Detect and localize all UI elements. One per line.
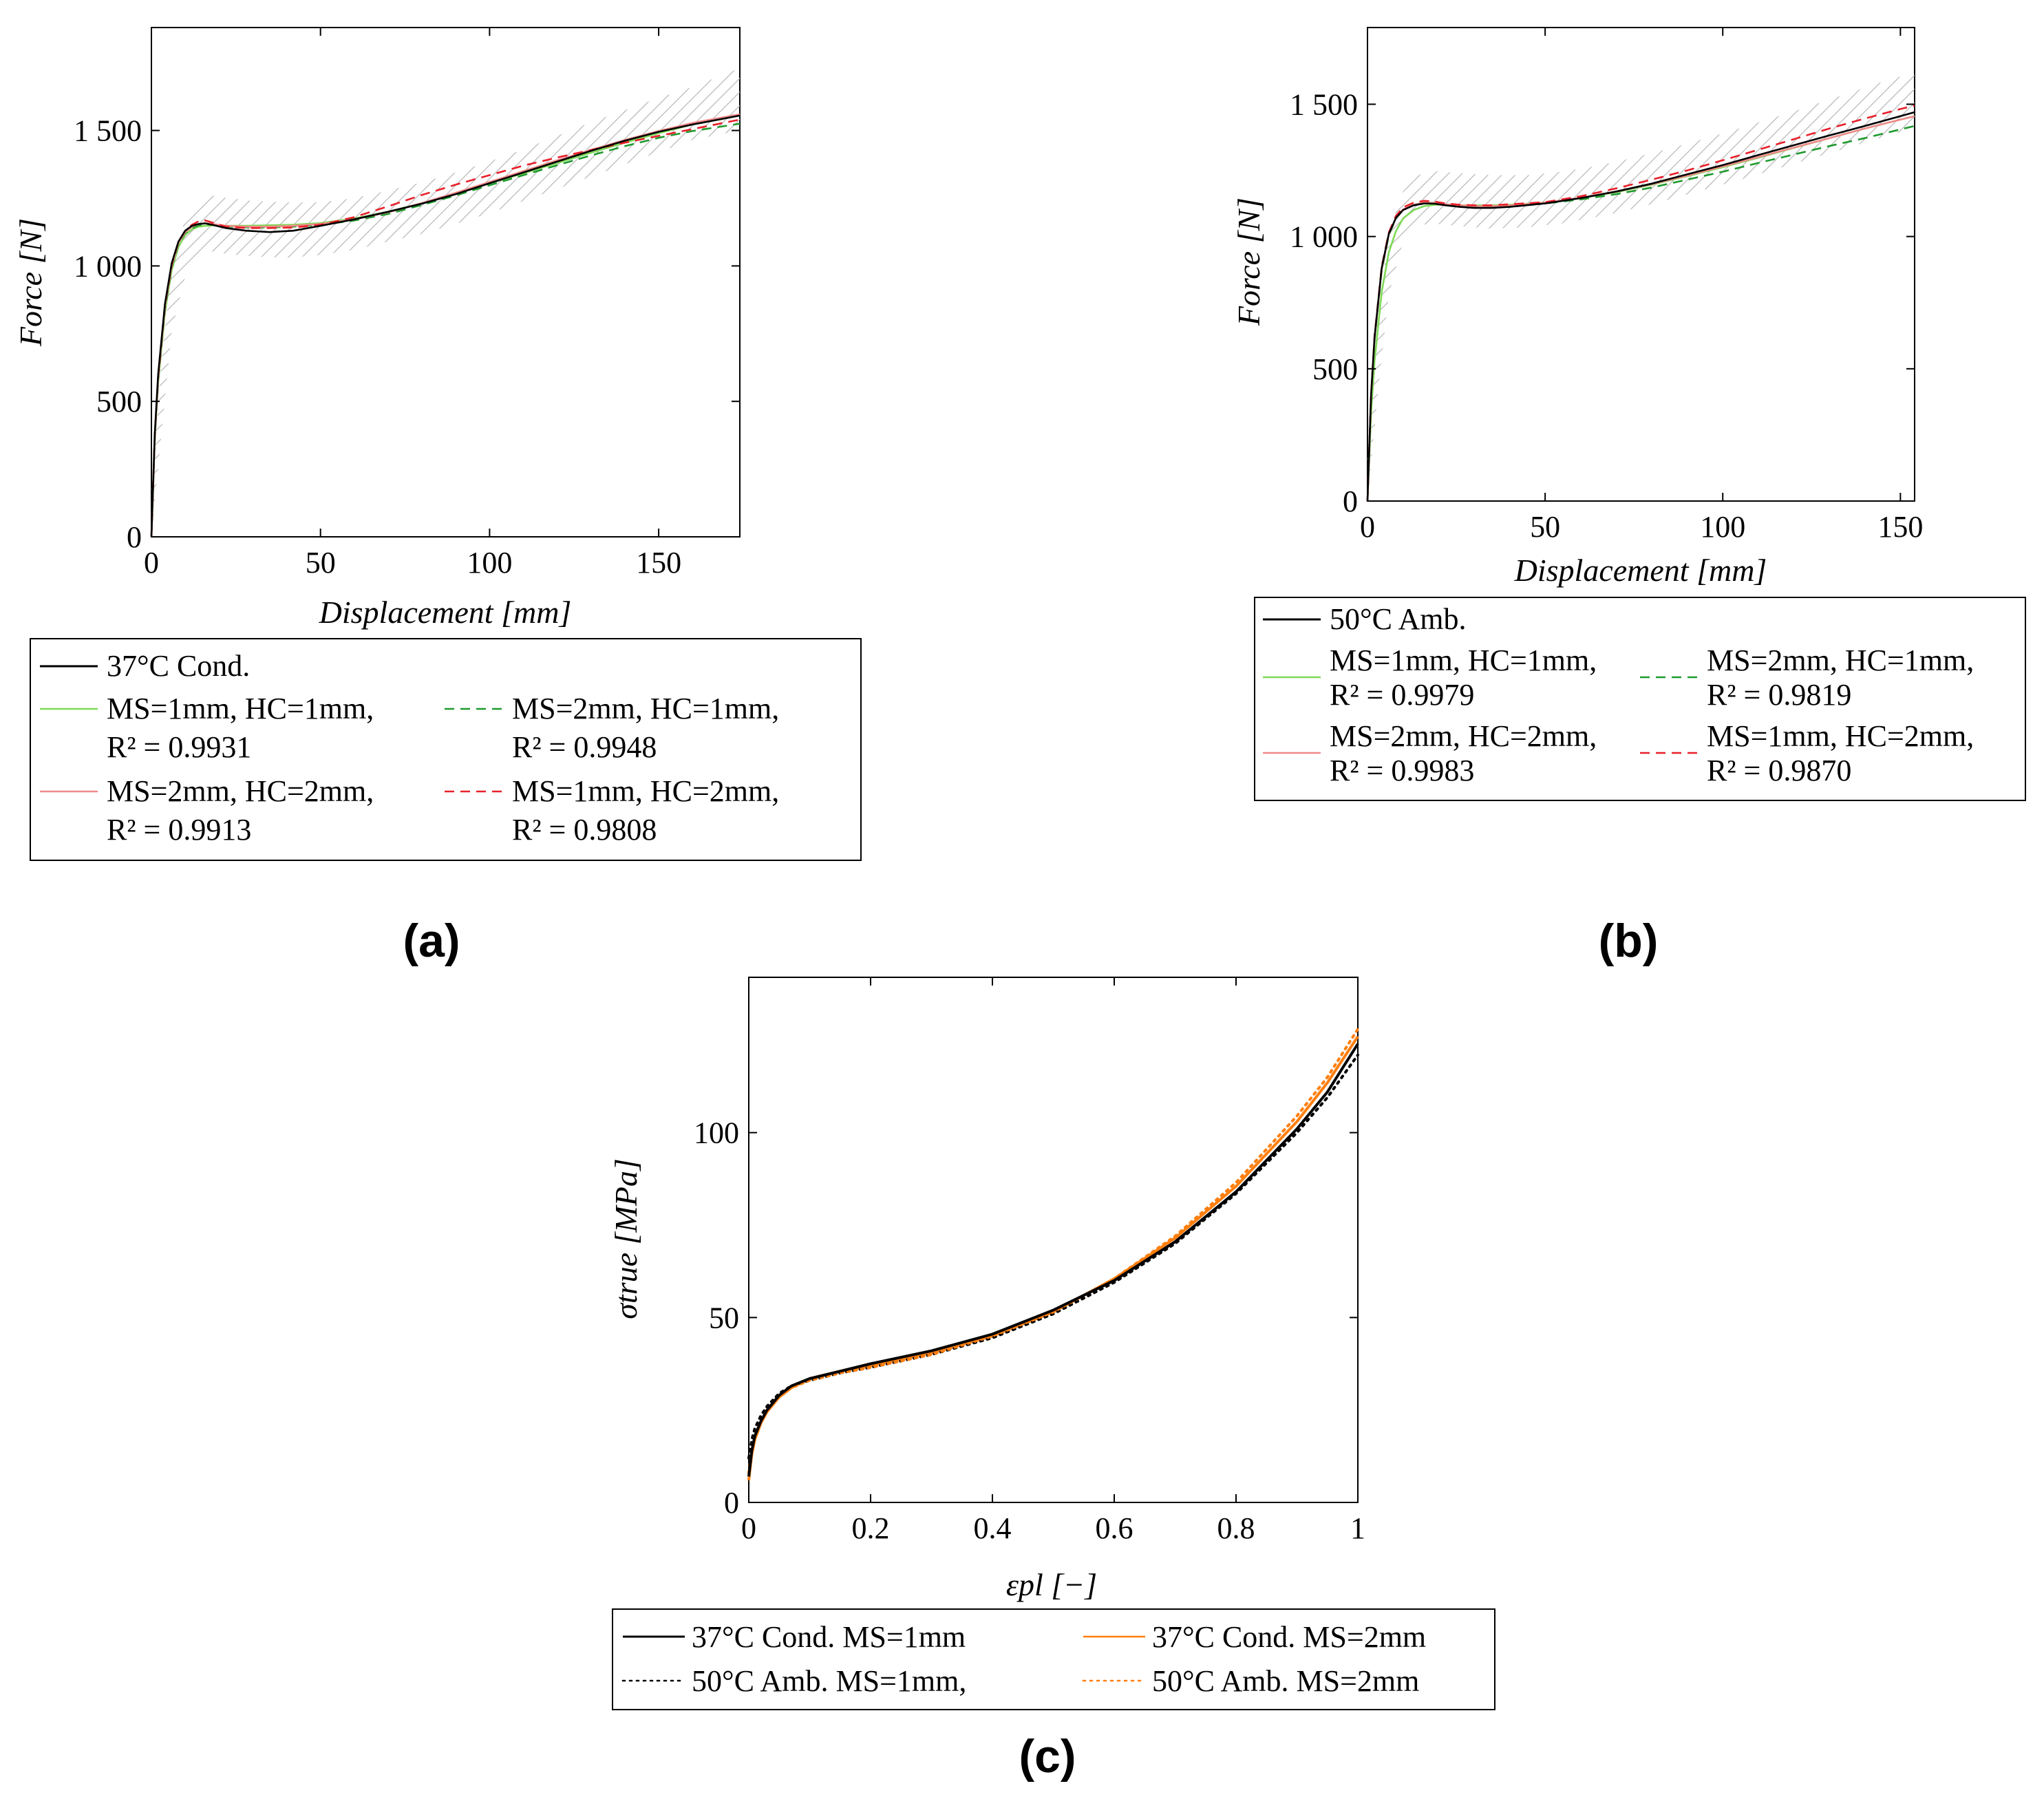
chart-b-ytick-label: 0 [1343, 485, 1358, 518]
chart-c-series-line-0 [747, 1043, 1359, 1477]
chart-b-xtick-label: 150 [1877, 510, 1923, 544]
chart-b-legend-label-1-line2: R² = 0.9979 [1330, 678, 1474, 712]
chart-c: 0 0.2 0.4 0.6 0.8 1 0 50 100 εpl [−] σtrue [MPa]… [608, 977, 1495, 1783]
chart-b-uncertainty-band [1367, 72, 1915, 502]
chart-b-legend: 50°C Amb. MS=1mm, HC=1mm,R² = 0.9979 MS=2m… [1254, 597, 2026, 801]
chart-b-xtick-label: 100 [1700, 510, 1745, 544]
chart-c-ytick-label: 50 [709, 1301, 739, 1335]
chart-b-legend-label-2-line1: MS=2mm, HC=1mm, [1707, 644, 1974, 677]
chart-c-legend-box [612, 1608, 1495, 1710]
chart-c-xtick-label: 0.4 [974, 1511, 1012, 1545]
chart-a-series-line-0 [150, 114, 741, 538]
chart-c-xtick-label: 0.2 [852, 1511, 890, 1545]
chart-b-legend-label-0: 50°C Amb. [1330, 602, 1467, 636]
chart-a-xtick-label: 0 [144, 546, 159, 579]
chart-a-legend-label-2-line1: MS=2mm, HC=1mm, [512, 692, 779, 725]
chart-b-legend-label-4-line2: R² = 0.9870 [1707, 754, 1851, 787]
chart-a-legend-label-1-line1: MS=1mm, HC=1mm, [107, 692, 374, 725]
chart-a-legend-label-3-line2: R² = 0.9913 [107, 813, 251, 847]
chart-b-xtick-label: 50 [1530, 510, 1560, 544]
chart-b-legend-label-2-line2: R² = 0.9819 [1707, 678, 1851, 712]
chart-c-xlabel: εpl [−] [1006, 1567, 1097, 1602]
chart-a-legend-label-2-line2: R² = 0.9948 [512, 730, 657, 764]
chart-b-legend-label-3-line1: MS=2mm, HC=2mm, [1330, 719, 1597, 753]
chart-c-series-line-1 [747, 1035, 1359, 1481]
chart-a-legend-label-3-line1: MS=2mm, HC=2mm, [107, 774, 374, 808]
chart-a-panel-label: (a) [403, 915, 460, 967]
chart-c-legend: 37°C Cond. MS=1mm 37°C Cond. MS=2mm 50°C A… [612, 1608, 1495, 1710]
chart-a-xtick-label: 150 [636, 546, 681, 579]
chart-c-plot-frame [748, 977, 1359, 1503]
chart-c-ytick-label: 0 [724, 1486, 739, 1520]
chart-b-ylabel: Force [N] [1231, 198, 1266, 326]
chart-b-xlabel: Displacement [mm] [1514, 553, 1767, 588]
chart-a-series-line-1 [150, 114, 741, 538]
chart-a-legend-label-4-line1: MS=1mm, HC=2mm, [512, 774, 779, 808]
chart-a-plot-frame [151, 27, 741, 538]
chart-c-legend-label-2: 50°C Amb. MS=1mm, [692, 1664, 966, 1698]
chart-b-legend-box [1254, 597, 2026, 801]
chart-b-legend-label-1-line1: MS=1mm, HC=1mm, [1330, 644, 1597, 677]
chart-c-legend-label-0: 37°C Cond. MS=1mm [692, 1620, 966, 1654]
chart-c-legend-label-1: 37°C Cond. MS=2mm [1152, 1620, 1426, 1654]
chart-b: 0 50 100 150 0 500 1 000 1 500 Displacement [mm… [1231, 27, 2026, 967]
chart-c-xtick-label: 0.6 [1096, 1511, 1133, 1545]
chart-b-panel-label: (b) [1599, 915, 1659, 967]
chart-c-series-line-3 [747, 1028, 1359, 1474]
chart-c-ytick-label: 100 [694, 1116, 739, 1150]
chart-c-legend-label-3: 50°C Amb. MS=2mm [1152, 1664, 1419, 1698]
chart-c-xtick-label: 1 [1350, 1511, 1365, 1545]
chart-a-ytick-label: 1 500 [74, 114, 142, 148]
chart-a-xtick-label: 100 [467, 546, 512, 579]
chart-b-ytick-label: 1 000 [1290, 220, 1358, 254]
chart-a-xlabel: Displacement [mm] [319, 595, 572, 630]
chart-a-uncertainty-band [151, 68, 740, 537]
chart-b-legend-label-3-line2: R² = 0.9983 [1330, 754, 1474, 787]
chart-a-ytick-label: 1 000 [74, 249, 142, 283]
chart-a-legend: 37°C Cond. MS=1mm, HC=1mm, R² = 0.9931 MS=2… [30, 638, 862, 861]
chart-a-legend-label-0: 37°C Cond. [107, 649, 250, 683]
chart-b-ytick-label: 500 [1312, 352, 1358, 386]
chart-b-series-line-0 [1366, 111, 1915, 502]
chart-b-legend-label-4-line1: MS=1mm, HC=2mm, [1707, 719, 1974, 753]
chart-c-xtick-label: 0.8 [1217, 1511, 1255, 1545]
chart-a-ytick-label: 0 [127, 520, 142, 554]
chart-c-panel-label: (c) [1019, 1730, 1076, 1783]
chart-a-legend-label-4-line2: R² = 0.9808 [512, 813, 657, 847]
chart-a-xtick-label: 50 [306, 546, 336, 579]
chart-a-ylabel: Force [N] [13, 218, 48, 347]
chart-a-legend-label-1-line2: R² = 0.9931 [107, 730, 251, 764]
chart-b-ytick-label: 1 500 [1290, 87, 1358, 121]
chart-c-ylabel: σtrue [MPa] [608, 1158, 643, 1319]
chart-c-series-line-2 [747, 1053, 1359, 1460]
chart-b-plot-frame [1367, 27, 1915, 502]
chart-a-ytick-label: 500 [96, 385, 142, 418]
chart-a: 0 50 100 150 0 500 1 000 1 500 Displacement [mm… [13, 27, 862, 967]
chart-c-xtick-label: 0 [741, 1511, 756, 1545]
chart-a-legend-box [30, 638, 862, 861]
chart-b-xtick-label: 0 [1360, 510, 1375, 544]
